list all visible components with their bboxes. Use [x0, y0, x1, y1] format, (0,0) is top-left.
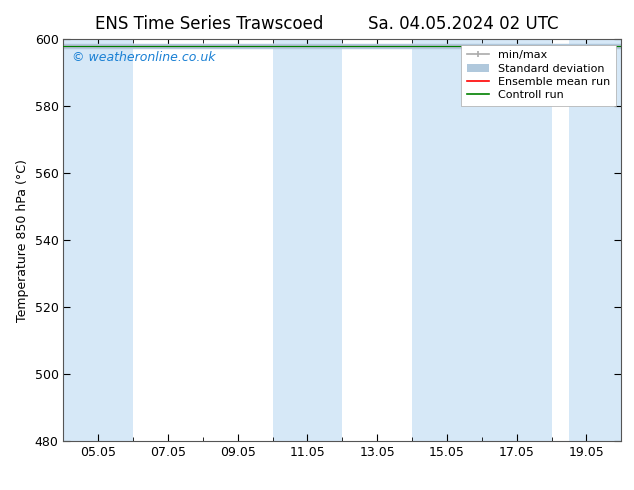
Bar: [273, 39, 342, 441]
Bar: [412, 39, 552, 441]
Bar: [63, 39, 133, 441]
Y-axis label: Temperature 850 hPa (°C): Temperature 850 hPa (°C): [16, 159, 29, 321]
Text: © weatheronline.co.uk: © weatheronline.co.uk: [72, 51, 216, 64]
Bar: [569, 39, 621, 441]
Text: ENS Time Series Trawscoed: ENS Time Series Trawscoed: [95, 15, 323, 33]
Legend: min/max, Standard deviation, Ensemble mean run, Controll run: min/max, Standard deviation, Ensemble me…: [462, 45, 616, 106]
Text: Sa. 04.05.2024 02 UTC: Sa. 04.05.2024 02 UTC: [368, 15, 558, 33]
